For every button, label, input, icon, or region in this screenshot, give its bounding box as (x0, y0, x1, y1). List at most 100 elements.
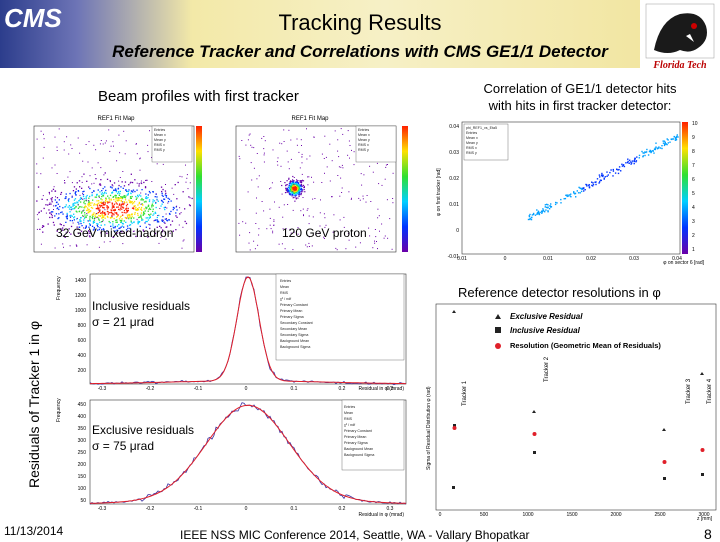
axis-tick: 800 (78, 323, 87, 329)
beam-hit (85, 196, 87, 198)
beam-hit (284, 182, 286, 184)
beam-hit (91, 216, 93, 219)
beam-hit (67, 176, 69, 178)
beam-hit (75, 210, 77, 212)
footer-conference: IEEE NSS MIC Conference 2014, Seattle, W… (180, 528, 530, 542)
correlation-hit (628, 162, 630, 164)
beam-hit (130, 192, 132, 194)
svg-text:Mean y: Mean y (358, 138, 370, 142)
correlation-hit (629, 159, 631, 161)
beam-hit (51, 190, 53, 192)
beam-hit (101, 195, 103, 198)
beam-hit (157, 215, 159, 216)
beam-hit (175, 215, 177, 217)
beam-hit (68, 228, 70, 230)
beam-hit (105, 201, 107, 203)
correlation-hit (671, 138, 673, 141)
beam-hit (128, 214, 130, 216)
beam-hit (161, 194, 163, 196)
beam-hit (299, 190, 301, 192)
beam-hit (278, 206, 280, 208)
beam-hit (301, 162, 303, 164)
beam-hit (103, 229, 105, 231)
correlation-hit (664, 143, 666, 146)
beam-hit (120, 230, 122, 232)
beam-hit (138, 183, 140, 185)
beam-hit (335, 247, 337, 249)
beam-hit (298, 185, 300, 187)
beam-hit (60, 228, 62, 229)
beam-hit (112, 225, 114, 227)
beam-hit (92, 229, 95, 231)
beam-hit (298, 194, 301, 196)
correlation-hit (657, 147, 660, 149)
beam-hit (113, 203, 116, 205)
beam-hit (132, 189, 135, 191)
beam-hit (341, 187, 343, 189)
beam-hit (292, 249, 294, 251)
beam-hit (97, 202, 100, 204)
beam-hit (78, 223, 80, 225)
beam-hit (298, 189, 300, 191)
beam-hit (165, 192, 167, 194)
beam-hit (324, 226, 326, 228)
beam-hit (116, 160, 118, 162)
beam-hit (71, 215, 73, 217)
beam-hit (85, 197, 87, 199)
beam-hit (288, 186, 291, 188)
beam-hit (280, 165, 282, 167)
exclusive-annotation: Exclusive residuals σ = 75 μrad (92, 422, 194, 454)
beam-hit (118, 180, 120, 182)
beam-hit (160, 236, 162, 238)
beam-hit (142, 199, 145, 201)
beam-hit (109, 181, 111, 183)
beam-hit (120, 221, 123, 224)
beam-hit (97, 162, 99, 164)
beam-hit (370, 201, 372, 202)
slide-subtitle: Reference Tracker and Correlations with … (112, 42, 608, 61)
beam-hit (109, 150, 111, 152)
beam-hit (298, 192, 300, 194)
correlation-hit (606, 171, 608, 173)
resolution-xlabel: z [mm] (697, 516, 713, 522)
beam-hit (61, 229, 64, 231)
correlation-hit (531, 216, 533, 219)
beam-hit (307, 176, 309, 178)
beam-profile-120gev-plot: REF1 Fit Map Entries Mean x Mean y RMS x RM… (218, 112, 430, 262)
beam-hit (278, 243, 280, 245)
beam-hit (64, 197, 66, 200)
beam-hit (137, 195, 139, 198)
beam-hit (358, 197, 360, 199)
beam-hit (136, 182, 138, 184)
correlation-hit (583, 190, 585, 192)
beam-hit (128, 189, 130, 191)
beam-hit (80, 222, 82, 225)
beam-hit (170, 210, 172, 213)
beam-hit (110, 199, 112, 201)
beam-hit (72, 205, 74, 207)
beam-hit (288, 183, 290, 185)
beam-hit (303, 186, 305, 189)
beam-hit (40, 243, 42, 245)
inclusive-sigma: σ = 21 μrad (92, 315, 155, 329)
beam-hit (84, 214, 86, 216)
correlation-x-tick: 0.03 (629, 256, 639, 262)
beam-hit (179, 175, 181, 177)
beam-hit (114, 189, 116, 191)
beam-hit (351, 149, 352, 151)
beam-hit (290, 189, 292, 191)
beam-hit (376, 162, 378, 164)
right-plot-title: REF1 Fit Map (291, 116, 329, 122)
beam-hit (164, 222, 166, 224)
beam-hit (111, 202, 113, 204)
svg-text:Mean: Mean (344, 411, 353, 415)
beam-hit (49, 216, 51, 219)
correlation-hit (582, 187, 584, 189)
beam-hit (114, 212, 116, 214)
correlation-hit (548, 208, 551, 210)
beam-hit (104, 172, 106, 174)
beam-hit (122, 171, 124, 172)
beam-hit (385, 164, 387, 166)
beam-hit (66, 214, 68, 216)
correlation-hit (588, 184, 590, 186)
